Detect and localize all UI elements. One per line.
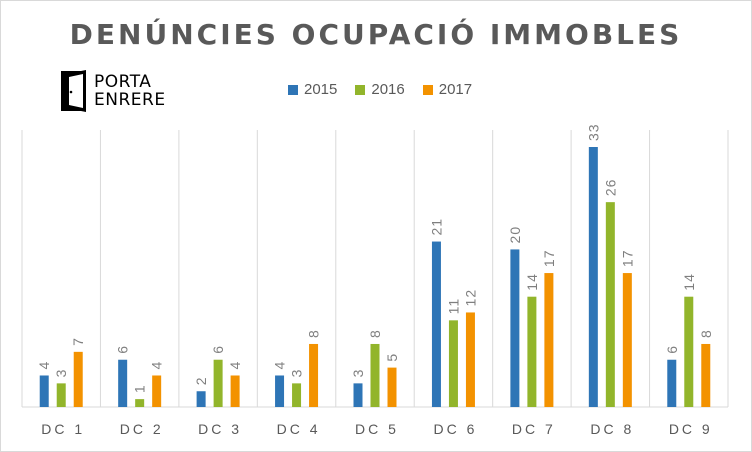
x-tick-label: DC 2 [120,421,164,437]
data-label: 12 [462,289,478,307]
data-label: 17 [541,249,557,267]
bar-2016-1 [56,383,66,407]
data-label: 3 [53,369,69,378]
legend: 2015 2016 2017 [288,81,472,98]
legend-item-2016: 2016 [355,81,405,98]
legend-swatch-2016 [355,84,366,95]
bar-2016-9 [684,296,694,407]
data-label: 4 [227,361,243,370]
x-tick-label: DC 4 [277,421,321,437]
bar-2015-7 [510,249,520,407]
data-label: 1 [132,384,148,393]
bar-2016-3 [213,359,223,407]
bar-2016-5 [370,343,380,407]
bar-2017-1 [73,351,83,407]
door-icon [61,70,86,112]
data-label: 8 [306,329,322,338]
bar-2017-7 [544,273,554,407]
data-label: 33 [585,123,601,141]
data-label: 6 [210,345,226,354]
bar-2015-4 [275,375,285,407]
bar-2017-3 [230,375,240,407]
x-tick-label: DC 9 [669,421,713,437]
data-label: 3 [289,369,305,378]
bar-2015-5 [353,383,363,407]
bar-2017-6 [465,312,475,407]
bar-2016-8 [605,202,615,407]
bar-2017-2 [152,375,162,407]
bar-2017-9 [701,343,711,407]
bar-2015-3 [196,391,206,407]
data-label: 4 [36,361,52,370]
legend-label-2016: 2016 [371,81,405,98]
data-label: 7 [70,337,86,346]
bar-2017-4 [309,343,319,407]
legend-item-2017: 2017 [422,81,473,98]
data-label: 14 [524,273,540,291]
bar-2016-6 [448,320,458,407]
data-label: 6 [664,345,680,354]
data-label: 6 [115,345,131,354]
data-label: 3 [350,369,366,378]
data-label: 2 [193,376,209,385]
legend-swatch-2015 [288,84,298,95]
data-label: 17 [619,249,635,267]
data-label: 11 [445,298,461,315]
bar-2015-1 [39,375,49,407]
chart-title: DENÚNCIES OCUPACIÓ IMMOBLES [69,18,683,51]
x-tick-label: DC 7 [512,421,556,437]
data-label: 20 [507,226,523,244]
logo-line-1: PORTA [94,72,152,92]
bar-2016-4 [292,383,302,407]
x-tick-label: DC 3 [198,421,242,437]
bar-2017-5 [387,367,397,407]
data-label: 14 [681,273,697,291]
legend-label-2015: 2015 [304,81,338,98]
x-tick-label: DC 1 [41,421,85,437]
bar-2015-9 [667,359,677,407]
x-tick-label: DC 5 [355,421,399,437]
data-label: 8 [698,329,714,338]
data-label: 4 [272,361,288,370]
bar-2015-2 [118,359,128,407]
data-label: 8 [367,329,383,338]
x-tick-label: DC 6 [433,421,477,437]
bar-2015-8 [588,147,598,407]
bar-2016-7 [527,296,537,407]
data-label: 21 [428,218,444,236]
data-label: 4 [149,361,165,370]
bar-2015-6 [431,241,441,407]
legend-item-2015: 2015 [288,81,337,98]
data-label: 26 [602,179,618,197]
legend-label-2017: 2017 [438,81,473,98]
logo: PORTA ENRERE [60,70,166,112]
logo-line-2: ENRERE [94,90,166,110]
legend-swatch-2017 [422,84,433,95]
bar-2016-2 [135,399,145,407]
data-label: 5 [384,353,400,362]
bar-2017-8 [622,273,632,407]
x-tick-label: DC 8 [590,421,634,437]
